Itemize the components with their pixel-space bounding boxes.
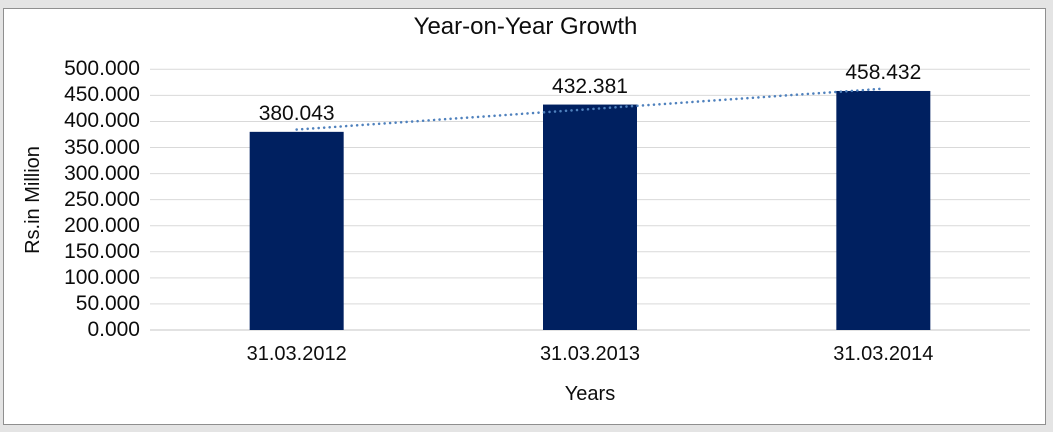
y-tick-label: 500.000	[64, 57, 140, 81]
bar	[543, 104, 637, 330]
bar-data-label: 380.043	[258, 101, 335, 125]
y-tick-label: 300.000	[64, 161, 140, 185]
trendline	[295, 87, 885, 131]
x-category-label: 31.03.2012	[246, 343, 347, 365]
chart-title: Year-on-Year Growth	[413, 13, 638, 40]
y-tick-label: 100.000	[64, 265, 140, 289]
y-tick-label: 200.000	[64, 213, 140, 237]
x-category-label: 31.03.2013	[539, 343, 641, 365]
y-tick-label: 0.000	[87, 318, 140, 341]
bar	[836, 90, 931, 330]
bar-series	[249, 90, 931, 330]
bar-data-label: 432.381	[552, 74, 628, 98]
y-tick-label: 350.000	[64, 135, 140, 159]
x-axis-title: Years	[564, 383, 616, 405]
bar	[249, 131, 344, 330]
x-category-label: 31.03.2014	[833, 343, 934, 365]
y-tick-label: 250.000	[64, 187, 140, 211]
y-tick-label: 150.000	[64, 239, 140, 263]
y-tick-label: 450.000	[64, 83, 140, 107]
linear-trendline	[295, 87, 885, 131]
bar-data-label: 458.432	[845, 60, 922, 84]
y-axis-title: Rs.in Million	[22, 146, 44, 254]
y-tick-label: 50.000	[75, 291, 140, 315]
y-tick-label: 400.000	[64, 109, 140, 133]
